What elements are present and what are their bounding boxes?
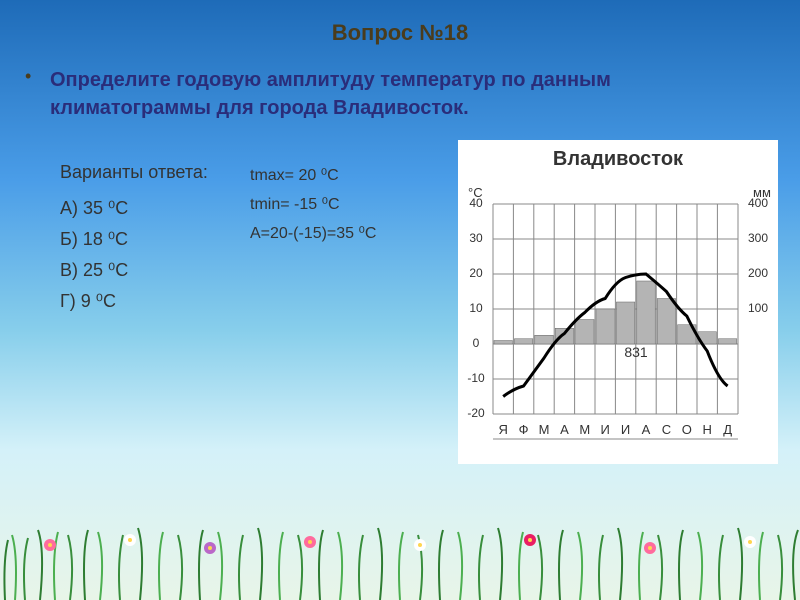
- svg-text:20: 20: [469, 266, 483, 280]
- svg-text:300: 300: [748, 231, 768, 245]
- answer-option-d: Г) 9 ⁰С: [60, 291, 280, 312]
- page-title: Вопрос №18: [0, 20, 800, 46]
- solution-tmin: tmin= -15 ⁰С: [250, 191, 376, 220]
- svg-text:-20: -20: [467, 406, 485, 420]
- svg-text:100: 100: [748, 301, 768, 315]
- svg-text:М: М: [579, 422, 590, 437]
- svg-text:Н: Н: [703, 422, 712, 437]
- svg-text:40: 40: [469, 196, 483, 210]
- svg-text:0: 0: [473, 336, 480, 350]
- solution-block: tmax= 20 ⁰С tmin= -15 ⁰С А=20-(-15)=35 ⁰…: [250, 162, 376, 322]
- solution-amplitude: А=20-(-15)=35 ⁰С: [250, 220, 376, 249]
- svg-text:10: 10: [469, 301, 483, 315]
- svg-text:О: О: [682, 422, 692, 437]
- answer-option-a: А) 35 ⁰С: [60, 198, 280, 219]
- svg-text:А: А: [642, 422, 651, 437]
- svg-text:Я: Я: [499, 422, 508, 437]
- answer-option-c: В) 25 ⁰С: [60, 260, 280, 281]
- bullet-icon: •: [25, 66, 31, 87]
- svg-text:-10: -10: [467, 371, 485, 385]
- answer-option-b: Б) 18 ⁰С: [60, 229, 280, 250]
- climate-chart: Владивосток °C 40 30 20 10 0 -10 -20 мм …: [458, 140, 778, 464]
- chart-title: Владивосток: [458, 140, 778, 179]
- svg-text:831: 831: [624, 344, 648, 360]
- svg-text:И: И: [621, 422, 630, 437]
- chart-svg: °C 40 30 20 10 0 -10 -20 мм 400 300 200 …: [458, 179, 778, 459]
- svg-text:30: 30: [469, 231, 483, 245]
- solution-tmax: tmax= 20 ⁰С: [250, 162, 376, 191]
- question-text: Определите годовую амплитуду температур …: [30, 66, 770, 122]
- svg-text:200: 200: [748, 266, 768, 280]
- svg-text:С: С: [662, 422, 671, 437]
- svg-text:Ф: Ф: [519, 422, 529, 437]
- svg-text:М: М: [539, 422, 550, 437]
- svg-text:400: 400: [748, 196, 768, 210]
- grass-decoration: [0, 520, 800, 600]
- svg-text:А: А: [560, 422, 569, 437]
- answers-title: Варианты ответа:: [60, 162, 280, 183]
- svg-text:И: И: [601, 422, 610, 437]
- answers-block: Варианты ответа: А) 35 ⁰С Б) 18 ⁰С В) 25…: [60, 162, 280, 322]
- svg-text:Д: Д: [723, 422, 732, 437]
